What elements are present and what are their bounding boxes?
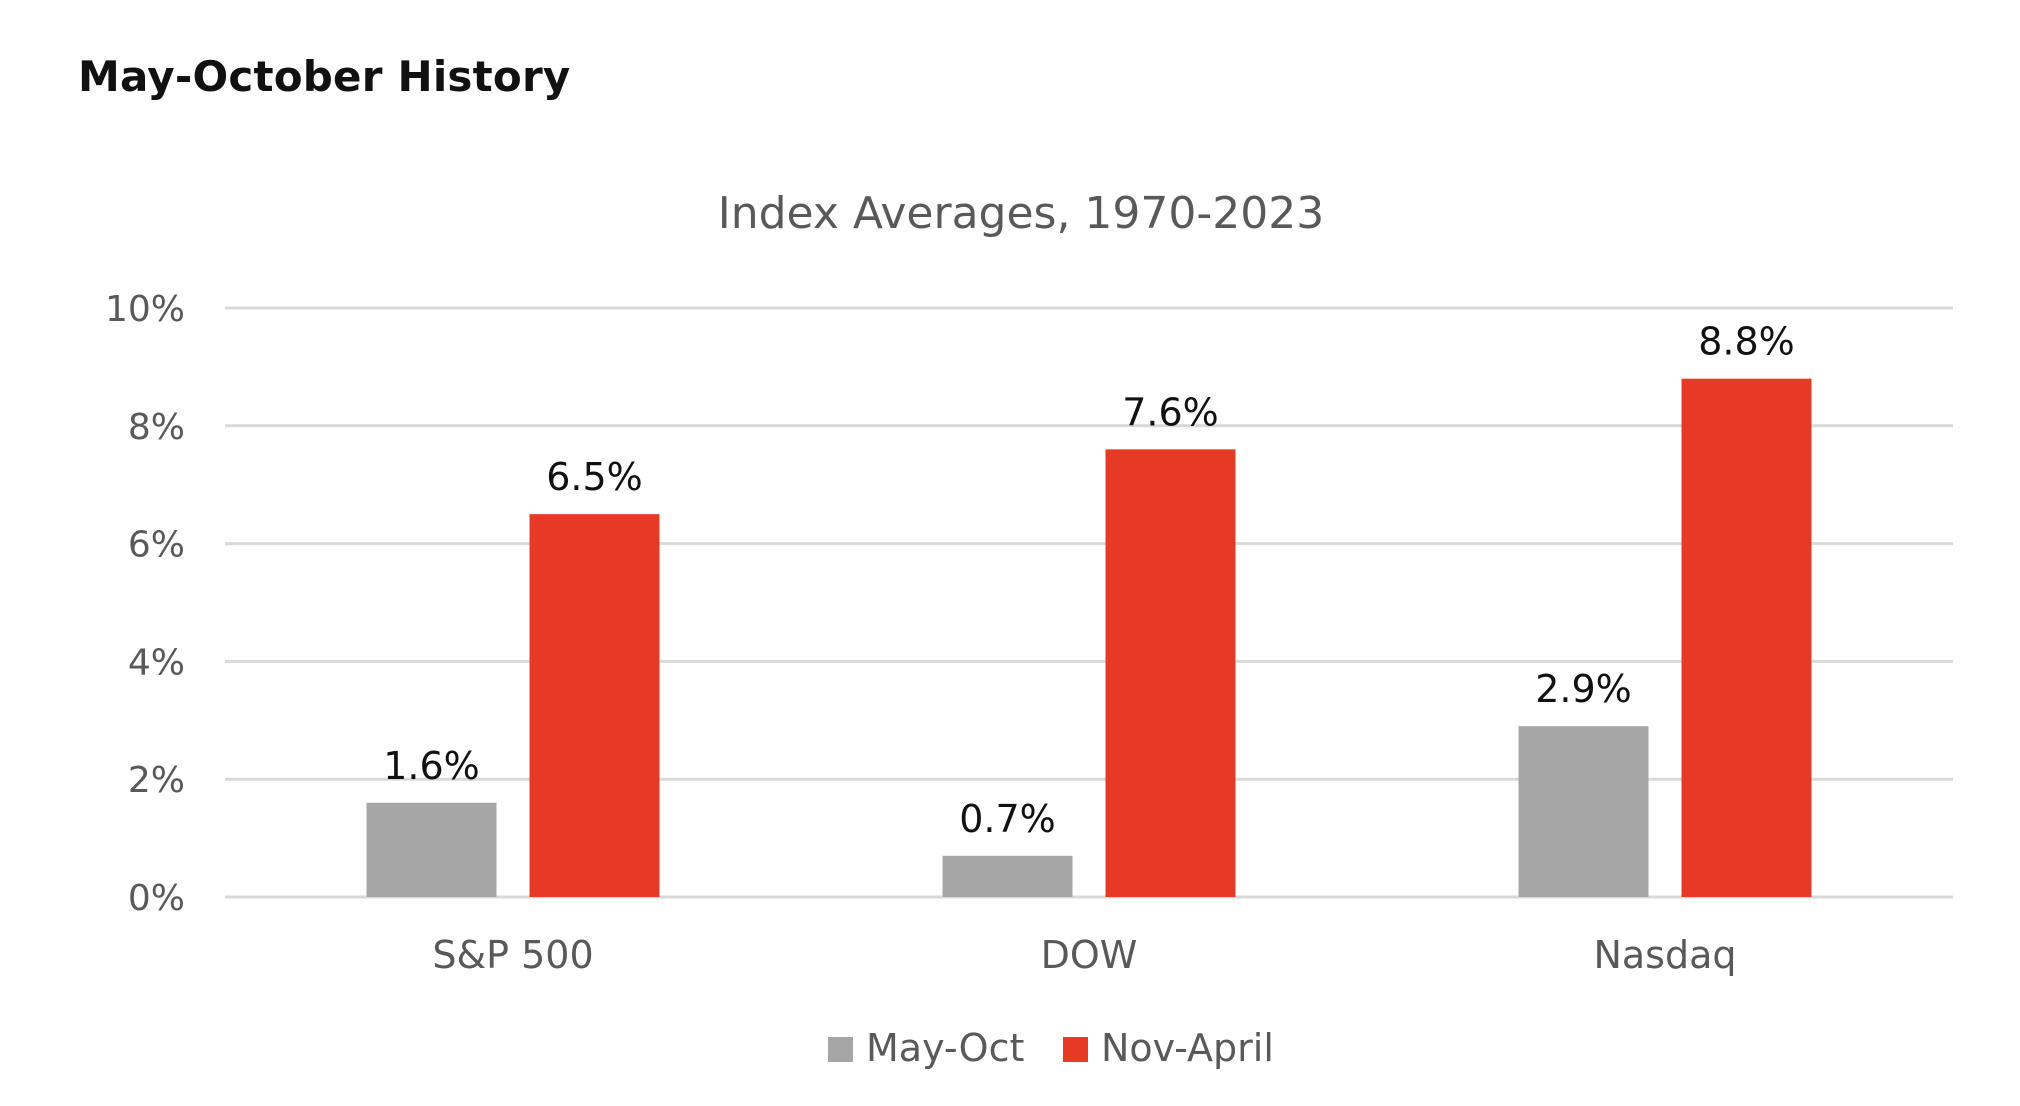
y-tick-label: 8% <box>128 407 185 448</box>
y-tick-label: 6% <box>128 525 185 566</box>
legend-swatch <box>828 1037 853 1062</box>
y-tick-label: 0% <box>128 878 185 919</box>
data-label: 0.7% <box>959 797 1056 841</box>
legend-label: Nov-April <box>1101 1026 1274 1070</box>
y-tick-label: 4% <box>128 642 185 683</box>
bar-may-oct-1 <box>942 855 1073 897</box>
x-axis-ticks: S&P 500 DOW Nasdaq <box>432 933 1736 977</box>
bars <box>366 378 1812 897</box>
y-tick-label: 2% <box>128 760 185 801</box>
bar-nov-april-0 <box>529 514 660 897</box>
x-tick-label: DOW <box>1041 933 1138 977</box>
data-label: 6.5% <box>546 455 643 499</box>
data-label: 7.6% <box>1122 390 1219 434</box>
data-labels: 1.6% 6.5% 0.7% 7.6% 2.9% 8.8% <box>383 320 1795 841</box>
bar-nov-april-2 <box>1681 378 1812 897</box>
data-label: 2.9% <box>1535 667 1632 711</box>
page-title: May-October History <box>78 52 571 101</box>
bar-may-oct-2 <box>1518 726 1649 897</box>
legend-label: May-Oct <box>866 1026 1024 1070</box>
y-axis-ticks: 0% 2% 4% 6% 8% 10% <box>105 289 185 919</box>
bar-nov-april-1 <box>1105 449 1236 897</box>
x-tick-label: Nasdaq <box>1593 933 1736 977</box>
data-label: 8.8% <box>1698 320 1795 364</box>
y-tick-label: 10% <box>105 289 185 330</box>
chart-title: Index Averages, 1970-2023 <box>718 188 1325 239</box>
legend: May-Oct Nov-April <box>828 1026 1274 1070</box>
legend-swatch <box>1063 1037 1088 1062</box>
x-tick-label: S&P 500 <box>432 933 593 977</box>
gridlines <box>225 306 1953 899</box>
bar-may-oct-0 <box>366 802 497 897</box>
data-label: 1.6% <box>383 744 480 788</box>
